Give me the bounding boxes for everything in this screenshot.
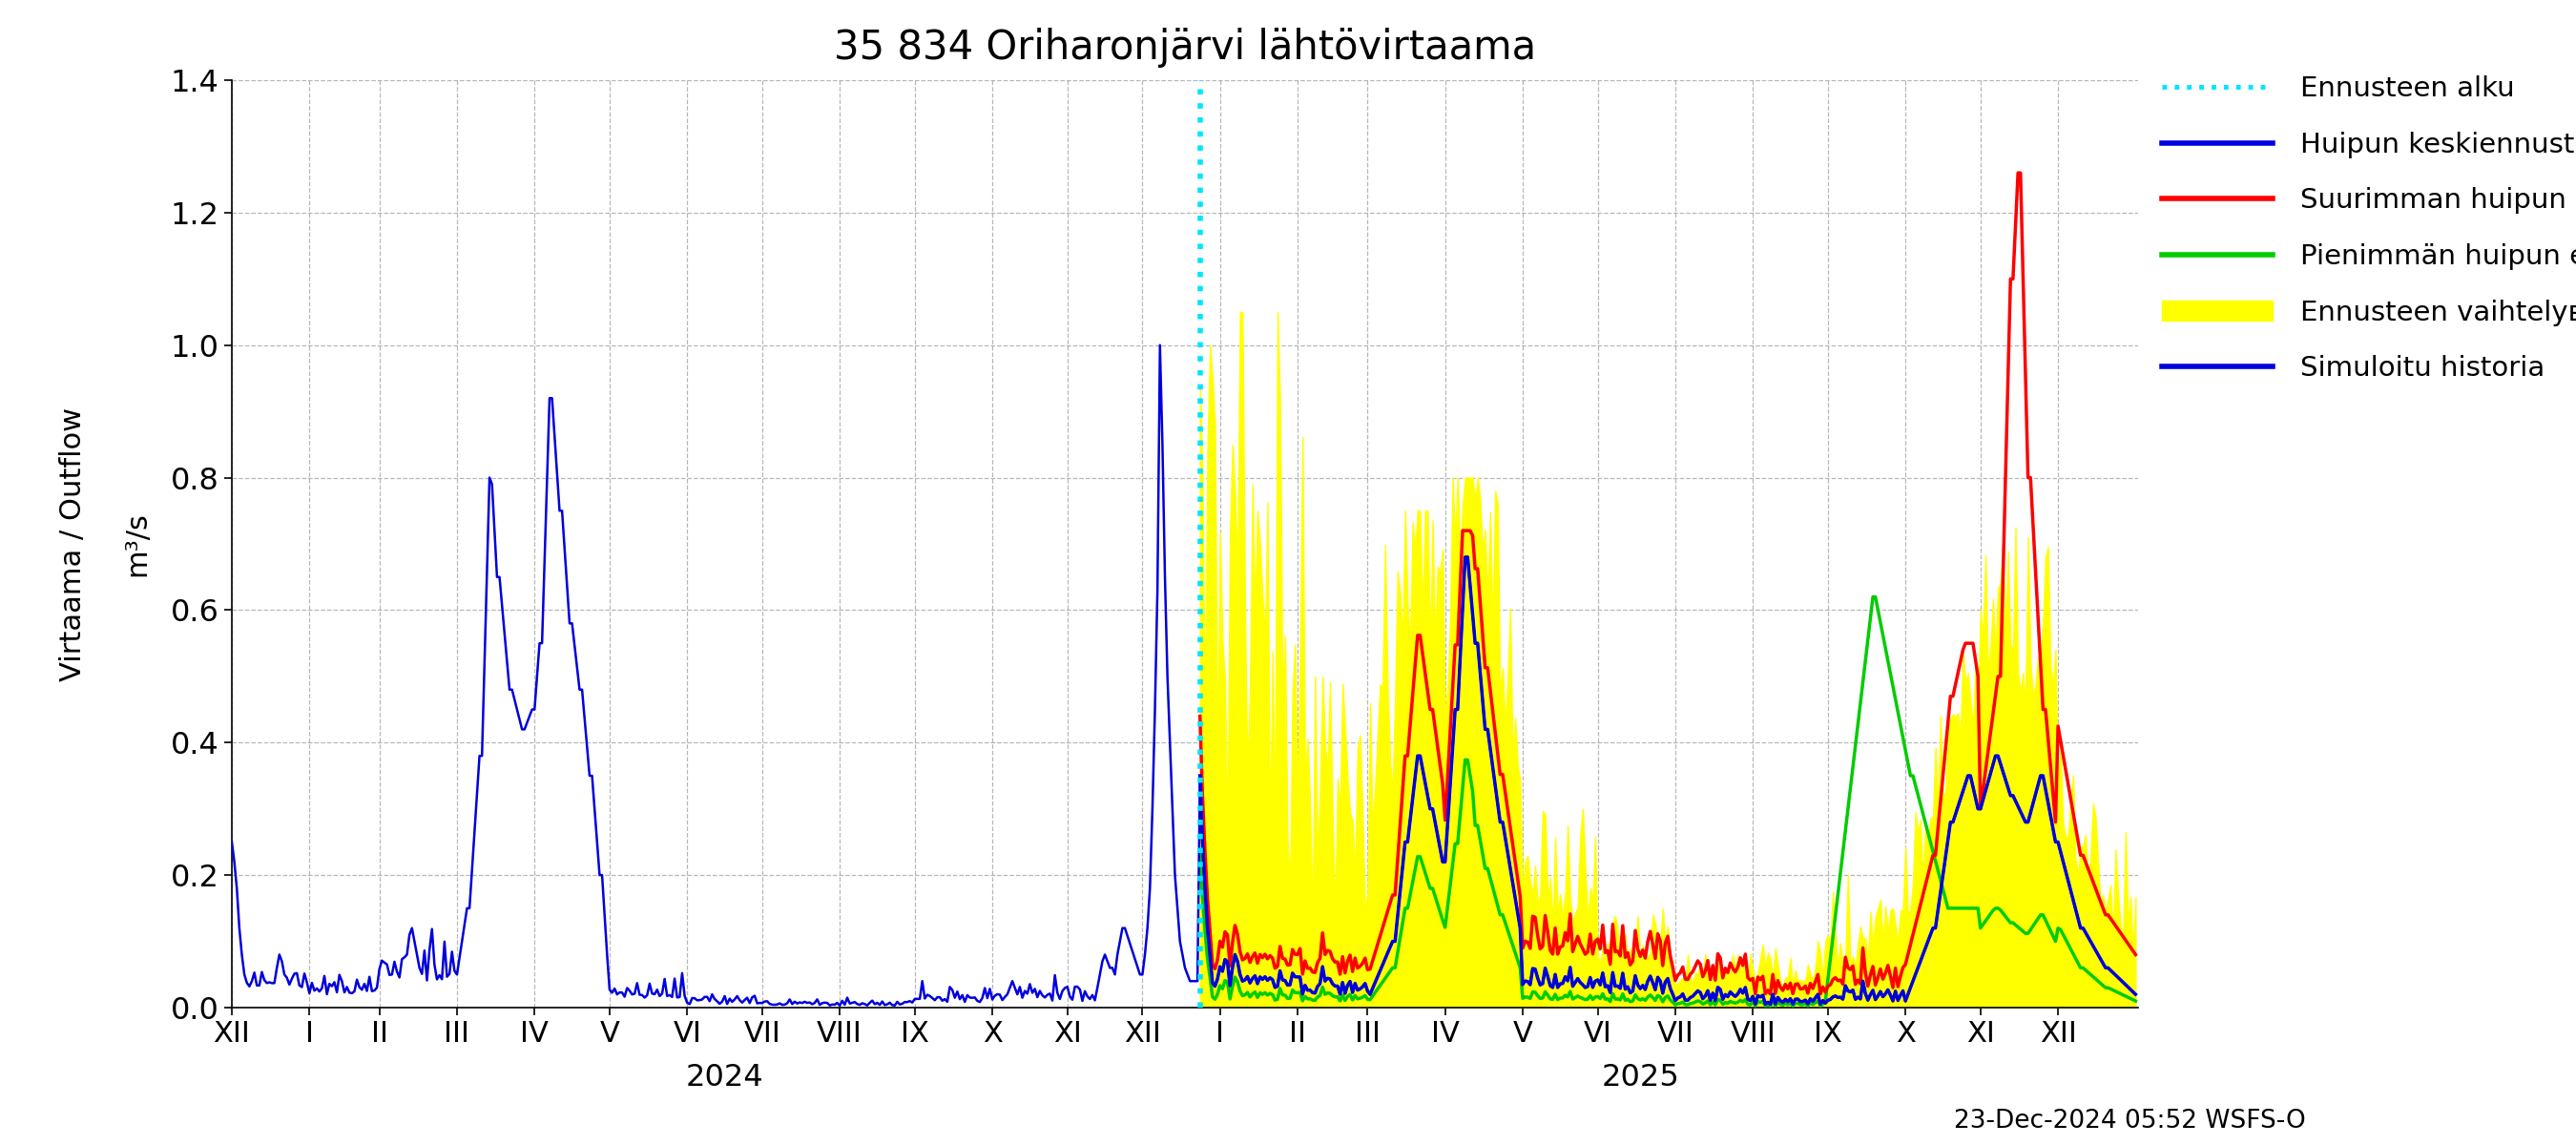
Legend: Ennusteen alku, Huipun keskiennuste, Suurimman huipun ennuste, Pienimmän huipun : Ennusteen alku, Huipun keskiennuste, Suu… xyxy=(2161,76,2576,382)
Text: 2024: 2024 xyxy=(685,1064,762,1092)
Text: 2025: 2025 xyxy=(1602,1064,1680,1092)
Title: 35 834 Oriharonjärvi lähtövirtaama: 35 834 Oriharonjärvi lähtövirtaama xyxy=(835,27,1535,68)
Text: 23-Dec-2024 05:52 WSFS-O: 23-Dec-2024 05:52 WSFS-O xyxy=(1953,1108,2306,1134)
Y-axis label: Virtaama / Outflow

m³/s: Virtaama / Outflow m³/s xyxy=(59,406,149,681)
